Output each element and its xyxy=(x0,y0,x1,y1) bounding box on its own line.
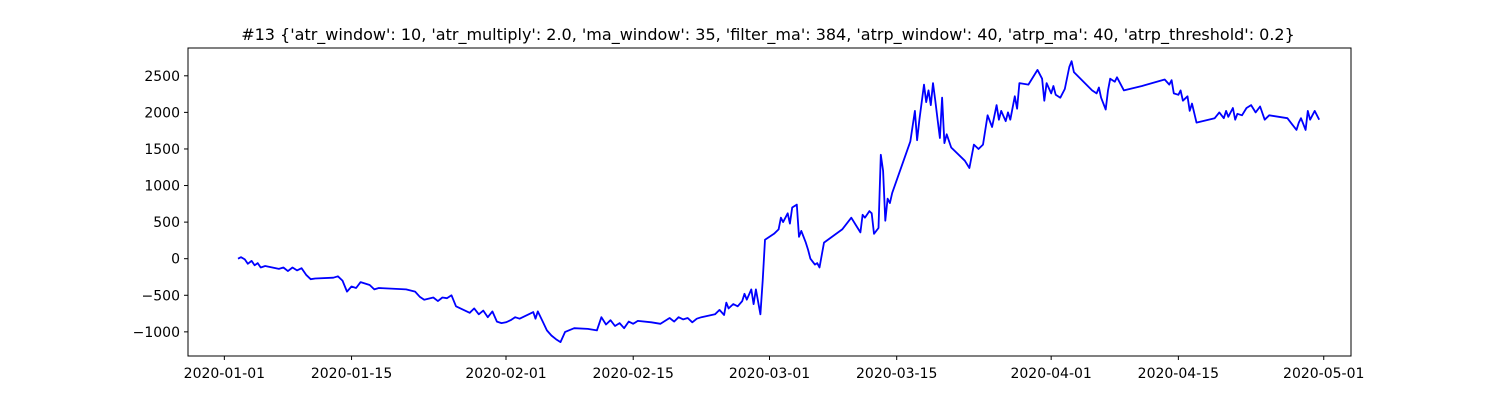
x-tick-label: 2020-03-01 xyxy=(729,366,810,382)
series-line xyxy=(237,60,1321,344)
y-axis: −1000 −500 0 500 1000 1500 2000 2500 xyxy=(133,69,188,341)
x-tick-label: 2020-01-15 xyxy=(311,366,392,382)
x-tick-label: 2020-04-15 xyxy=(1138,366,1219,382)
x-tick-label: 2020-05-01 xyxy=(1283,366,1364,382)
chart-title: #13 {'atr_window': 10, 'atr_multiply': 2… xyxy=(241,25,1295,45)
y-tick-label: −1000 xyxy=(133,325,180,341)
plot-series xyxy=(237,60,1321,344)
x-tick-label: 2020-01-01 xyxy=(184,366,265,382)
x-tick-label: 2020-03-15 xyxy=(856,366,937,382)
y-tick-label: −500 xyxy=(142,288,180,304)
plot-frame xyxy=(187,47,1352,357)
x-tick-label: 2020-02-01 xyxy=(465,366,546,382)
x-axis: 2020-01-01 2020-01-15 2020-02-01 2020-02-15… xyxy=(184,356,1364,382)
x-tick-label: 2020-04-01 xyxy=(1010,366,1091,382)
y-tick-label: 0 xyxy=(171,252,180,268)
y-tick-label: 1500 xyxy=(144,142,180,158)
x-tick-label: 2020-02-15 xyxy=(593,366,674,382)
y-tick-label: 2500 xyxy=(144,69,180,85)
y-tick-label: 1000 xyxy=(144,179,180,195)
y-tick-label: 2000 xyxy=(144,105,180,121)
y-tick-label: 500 xyxy=(153,215,180,231)
